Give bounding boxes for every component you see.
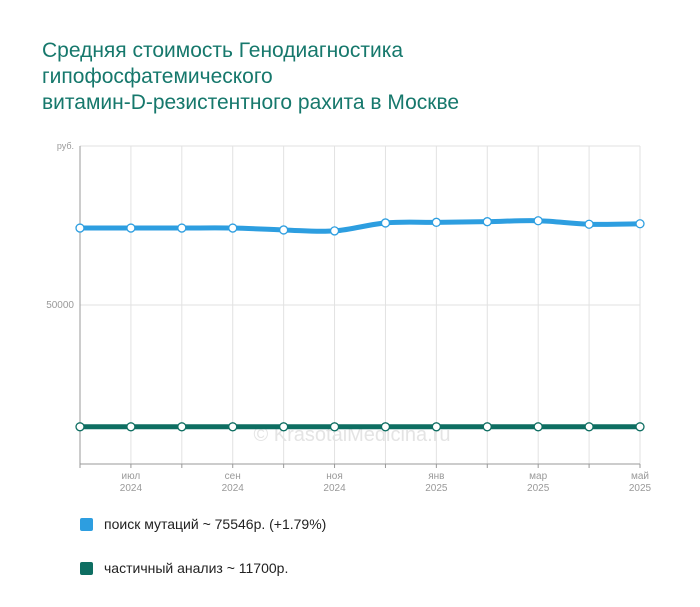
data-point-series-2: [126, 422, 136, 432]
data-point-series-1: [380, 218, 391, 228]
x-tick-label-month: май: [631, 471, 649, 482]
data-point-series-2: [228, 422, 238, 432]
x-tick-label-year: 2024: [323, 483, 346, 494]
data-point-series-1: [533, 216, 543, 226]
data-point-series-1: [329, 226, 340, 236]
data-point-series-2: [533, 422, 543, 432]
legend-item-series-2: частичный анализ ~ 11700р.: [80, 558, 326, 578]
x-tick-label-month: мар: [529, 471, 547, 482]
data-point-series-2: [482, 422, 492, 432]
data-point-series-2: [380, 422, 391, 432]
data-point-series-2: [75, 422, 85, 432]
x-tick-label-year: 2025: [629, 483, 652, 494]
x-tick-label-year: 2024: [120, 483, 143, 494]
data-point-series-2: [329, 422, 340, 432]
data-point-series-1: [584, 219, 594, 229]
legend-swatch: [80, 517, 93, 531]
data-point-series-2: [431, 422, 442, 432]
data-point-series-1: [228, 223, 238, 233]
y-tick-label: 50000: [46, 300, 74, 311]
legend: поиск мутаций ~ 75546р. (+1.79%) частичн…: [80, 514, 326, 602]
legend-swatch: [80, 561, 93, 575]
series-line-1: [77, 218, 643, 234]
chart-title-line-2: гипофосфатемического: [42, 65, 273, 88]
data-point-series-1: [126, 223, 136, 233]
x-tick-label-month: июл: [122, 471, 141, 482]
x-tick-label-year: 2025: [527, 483, 550, 494]
chart-title: Средняя стоимость Генодиагностика гипофо…: [42, 38, 662, 116]
x-tick-label-month: сен: [225, 471, 241, 482]
legend-label: поиск мутаций ~ 75546р. (+1.79%): [104, 516, 327, 532]
legend-label: частичный анализ ~ 11700р.: [104, 560, 289, 576]
data-point-series-1: [431, 217, 442, 227]
data-point-series-2: [584, 422, 594, 432]
data-point-series-1: [177, 223, 187, 233]
data-point-series-2: [278, 422, 289, 432]
watermark: © KrasotaiMedicina.ru: [253, 424, 450, 446]
data-point-series-1: [482, 217, 492, 227]
data-point-series-1: [635, 219, 645, 229]
x-tick-label-month: ноя: [326, 471, 343, 482]
data-point-series-1: [75, 223, 85, 233]
chart-title-line-1: Средняя стоимость Генодиагностика: [42, 39, 404, 62]
data-point-series-2: [177, 422, 187, 432]
x-tick-label-year: 2025: [425, 483, 448, 494]
legend-item-series-1: поиск мутаций ~ 75546р. (+1.79%): [80, 514, 326, 534]
data-point-series-1: [278, 225, 289, 235]
data-point-series-2: [635, 422, 645, 432]
y-unit-label: руб.: [57, 141, 74, 151]
x-tick-label-year: 2024: [222, 483, 245, 494]
chart-title-line-3: витамин-D-резистентного рахита в Москве: [42, 91, 460, 114]
x-tick-label-month: янв: [428, 471, 444, 482]
